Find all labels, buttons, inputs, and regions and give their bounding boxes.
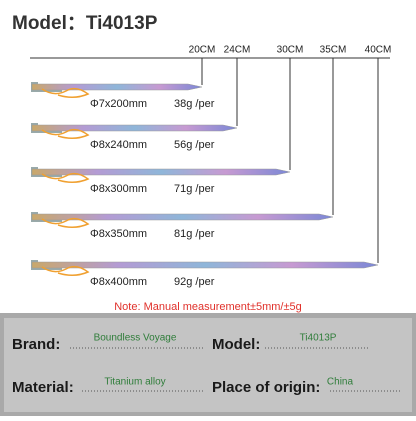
stake-size: Φ8x400mm — [90, 276, 147, 288]
stake-weight: 38g /per — [174, 98, 215, 110]
stake-weight: 81g /per — [174, 228, 215, 240]
ruler-label: 35CM — [320, 45, 347, 56]
brand-label: Brand: — [12, 336, 60, 353]
stake-size: Φ7x200mm — [90, 98, 147, 110]
material-value: Titanium alloy — [104, 377, 165, 388]
info-panel-inner — [4, 318, 412, 412]
stake-weight: 56g /per — [174, 139, 215, 151]
stake — [31, 124, 238, 132]
stake — [31, 83, 203, 91]
model-value: Ti4013P — [300, 333, 337, 344]
material-label: Material: — [12, 379, 74, 396]
ruler-label: 30CM — [277, 45, 304, 56]
cord — [41, 87, 90, 98]
note: Note: Manual measurement±5mm/±5g — [114, 301, 302, 313]
cord — [41, 217, 90, 228]
cord — [41, 128, 90, 139]
stake-size: Φ8x300mm — [90, 183, 147, 195]
stake-weight: 71g /per — [174, 183, 215, 195]
stake — [31, 213, 334, 221]
stake-weight: 92g /per — [174, 276, 215, 288]
ruler-label: 40CM — [365, 45, 392, 56]
stake — [31, 168, 291, 176]
cord — [41, 265, 90, 276]
ruler-label: 24CM — [224, 45, 251, 56]
ruler-label: 20CM — [189, 45, 216, 56]
brand-value: Boundless Voyage — [94, 333, 177, 344]
stake — [31, 261, 379, 269]
model-label: Model: — [212, 336, 260, 353]
origin-value: China — [327, 377, 354, 388]
stake-size: Φ8x240mm — [90, 139, 147, 151]
stake-size: Φ8x350mm — [90, 228, 147, 240]
cord — [41, 172, 90, 183]
origin-label: Place of origin: — [212, 379, 320, 396]
title: Model：Ti4013P — [12, 13, 158, 34]
